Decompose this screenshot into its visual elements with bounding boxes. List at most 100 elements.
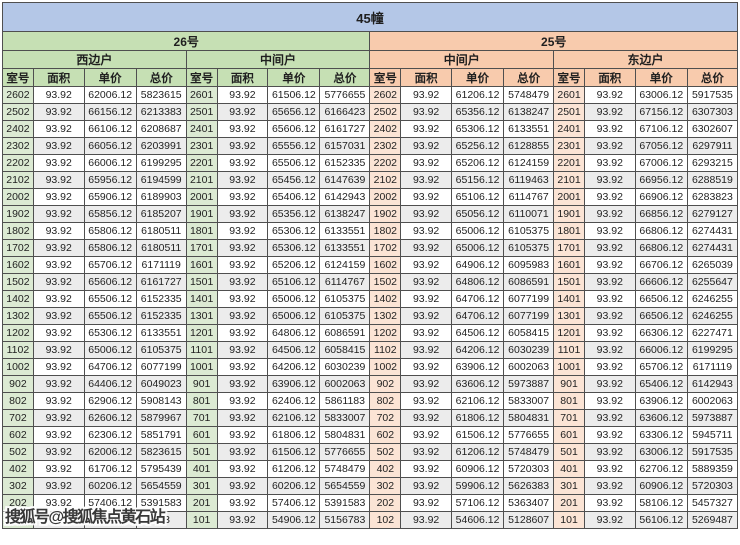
value-cell: 93.92 xyxy=(32,460,85,478)
value-cell: 63006.12 xyxy=(634,443,688,461)
room-cell: 2302 xyxy=(369,137,402,155)
value-cell: 6208687 xyxy=(135,120,187,138)
room-cell: 402 xyxy=(369,460,402,478)
value-cell: 5795439 xyxy=(135,460,187,478)
room-cell: 1002 xyxy=(2,358,34,376)
value-cell: 6105375 xyxy=(319,307,371,325)
value-cell: 63606.12 xyxy=(634,409,688,427)
value-cell: 67106.12 xyxy=(634,120,688,138)
value-cell: 58106.12 xyxy=(634,494,688,512)
value-cell: 93.92 xyxy=(216,256,269,274)
value-cell: 6133551 xyxy=(135,324,187,342)
value-cell: 93.92 xyxy=(32,290,85,308)
value-cell: 64206.12 xyxy=(450,341,505,359)
value-cell: 93.92 xyxy=(216,392,269,410)
value-cell: 6157031 xyxy=(319,137,371,155)
value-cell: 93.92 xyxy=(583,409,636,427)
value-cell: 6142943 xyxy=(319,188,371,206)
value-cell: 60206.12 xyxy=(83,477,137,495)
value-cell: 64706.12 xyxy=(450,290,505,308)
room-cell: 401 xyxy=(185,460,218,478)
room-cell: 2102 xyxy=(2,171,34,189)
value-cell: 6307303 xyxy=(686,103,739,121)
value-cell: 93.92 xyxy=(400,103,452,121)
room-cell: 702 xyxy=(369,409,402,427)
col-header-area: 面积 xyxy=(216,68,269,87)
value-cell: 65506.12 xyxy=(83,307,137,325)
value-cell: 93.92 xyxy=(583,494,636,512)
value-cell: 6255647 xyxy=(686,273,739,291)
value-cell: 64706.12 xyxy=(450,307,505,325)
col-header-area: 面积 xyxy=(400,68,452,87)
value-cell: 93.92 xyxy=(216,86,269,104)
value-cell: 93.92 xyxy=(583,290,636,308)
value-cell: 93.92 xyxy=(400,120,452,138)
room-cell: 2001 xyxy=(185,188,218,206)
room-cell: 1301 xyxy=(185,307,218,325)
room-cell: 601 xyxy=(185,426,218,444)
value-cell: 93.92 xyxy=(400,324,452,342)
room-cell: 2401 xyxy=(185,120,218,138)
value-cell: 6105375 xyxy=(135,341,187,359)
room-cell: 1102 xyxy=(2,341,34,359)
room-cell: 1102 xyxy=(369,341,402,359)
value-cell: 62106.12 xyxy=(450,392,505,410)
value-cell: 63006.12 xyxy=(634,86,688,104)
room-cell: 1101 xyxy=(185,341,218,359)
room-cell: 201 xyxy=(553,494,585,512)
room-cell: 901 xyxy=(185,375,218,393)
value-cell: 6302607 xyxy=(686,120,739,138)
col-header-room: 室号 xyxy=(185,68,218,87)
value-cell: 65206.12 xyxy=(450,154,505,172)
table-row: 1502 93.92 65606.12 6161727 1501 93.92 65106.1… xyxy=(2,273,739,291)
value-cell: 93.92 xyxy=(32,256,85,274)
room-cell: 1702 xyxy=(369,239,402,257)
value-cell: 61806.12 xyxy=(450,409,505,427)
value-cell: 5748479 xyxy=(503,86,555,104)
value-cell: 6058415 xyxy=(319,341,371,359)
room-cell: 2301 xyxy=(185,137,218,155)
value-cell: 93.92 xyxy=(32,426,85,444)
value-cell: 93.92 xyxy=(583,222,636,240)
unit-type-row: 西边户 中间户 中间户 东边户 xyxy=(2,50,738,69)
room-cell: 1202 xyxy=(2,324,34,342)
table-row: 2602 93.92 62006.12 5823615 2601 93.92 61506.1… xyxy=(2,86,739,104)
value-cell: 93.92 xyxy=(400,392,452,410)
value-cell: 66306.12 xyxy=(634,324,688,342)
price-table: 45幢 26号 25号 西边户 中间户 中间户 东边户 室号 面积 单价 总价 室号 面积… xyxy=(1,2,739,529)
value-cell: 65406.12 xyxy=(267,188,321,206)
value-cell: 93.92 xyxy=(216,324,269,342)
value-cell: 57106.12 xyxy=(450,494,505,512)
room-cell: 1602 xyxy=(369,256,402,274)
value-cell: 6133551 xyxy=(503,120,555,138)
value-cell: 6002063 xyxy=(319,375,371,393)
value-cell: 64406.12 xyxy=(83,375,137,393)
room-cell: 602 xyxy=(2,426,34,444)
room-cell: 2002 xyxy=(369,188,402,206)
table-row: 1602 93.92 65706.12 6171119 1601 93.92 65206.1… xyxy=(2,256,739,274)
value-cell: 65706.12 xyxy=(634,358,688,376)
value-cell: 65356.12 xyxy=(267,205,321,223)
room-cell: 2602 xyxy=(369,86,402,104)
value-cell: 5945711 xyxy=(686,426,739,444)
value-cell: 66506.12 xyxy=(634,307,688,325)
value-cell: 62306.12 xyxy=(83,426,137,444)
table-row: 502 93.92 62006.12 5823615 501 93.92 61506.12 5… xyxy=(2,443,739,461)
value-cell: 66156.12 xyxy=(83,103,137,121)
value-cell: 65006.12 xyxy=(450,222,505,240)
value-cell: 5391583 xyxy=(319,494,371,512)
value-cell: 65306.12 xyxy=(83,324,137,342)
value-cell: 6114767 xyxy=(503,188,555,206)
value-cell: 93.92 xyxy=(32,154,85,172)
table-row: 2002 93.92 65906.12 6189903 2001 93.92 65406.1… xyxy=(2,188,739,206)
value-cell: 6152335 xyxy=(135,307,187,325)
value-cell: 59906.12 xyxy=(450,477,505,495)
table-row: 702 93.92 62606.12 5879967 701 93.92 62106.12 5… xyxy=(2,409,739,427)
value-cell: 6086591 xyxy=(319,324,371,342)
value-cell: 61206.12 xyxy=(450,443,505,461)
value-cell: 6147639 xyxy=(319,171,371,189)
value-cell: 6180511 xyxy=(135,222,187,240)
value-cell: 5626383 xyxy=(503,477,555,495)
value-cell: 5654559 xyxy=(319,477,371,495)
room-cell: 2001 xyxy=(553,188,585,206)
